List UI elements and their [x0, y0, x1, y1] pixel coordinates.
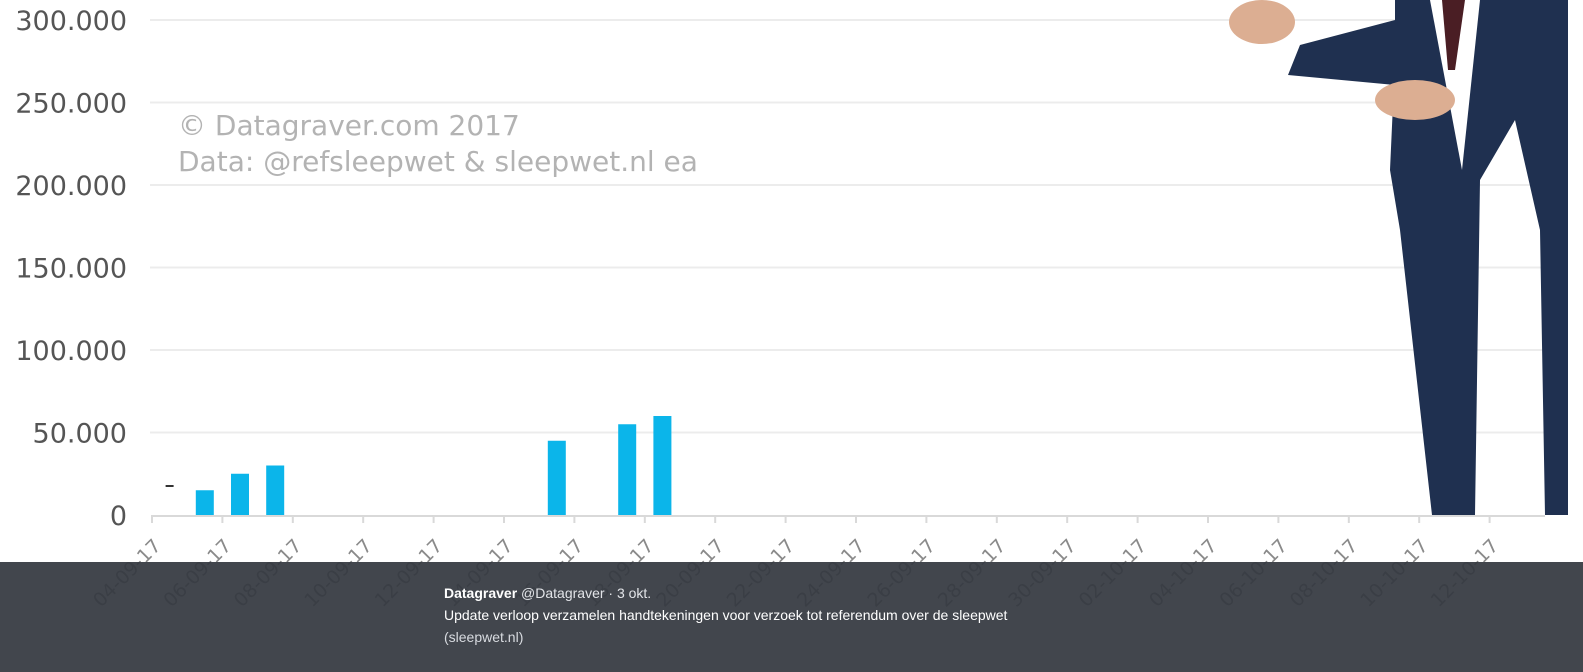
bars — [165, 416, 672, 515]
y-tick-label: 150.000 — [15, 254, 127, 285]
tweet-meta: @Datagraver · 3 okt. — [521, 585, 652, 601]
y-tick-label: 200.000 — [15, 171, 127, 202]
y-tick-label: 300.000 — [15, 6, 127, 37]
bar — [618, 424, 637, 515]
bar — [653, 416, 672, 515]
y-tick-label: 0 — [110, 501, 127, 532]
watermark-source: Data: @refsleepwet & sleepwet.nl ea — [178, 145, 698, 178]
gridlines — [150, 19, 1545, 517]
tweet-link[interactable]: (sleepwet.nl) — [444, 629, 524, 645]
bar — [231, 473, 249, 515]
y-tick-label: 250.000 — [15, 89, 127, 120]
tweet-header: Datagraver @Datagraver · 3 okt. — [444, 582, 1007, 604]
bar — [195, 490, 214, 515]
y-tick-label: 100.000 — [15, 336, 127, 367]
bar — [547, 440, 566, 515]
bar — [266, 465, 285, 515]
tweet-card[interactable]: Datagraver @Datagraver · 3 okt. Update v… — [444, 582, 1007, 648]
presenter-image — [1229, 0, 1568, 515]
y-axis: 0 50.000 100.000 150.000 200.000 250.000 300.0… — [15, 6, 127, 532]
tweet-text: Update verloop verzamelen handtekeningen… — [444, 607, 1008, 623]
tweet-author[interactable]: Datagraver — [444, 585, 518, 601]
watermark-copyright: © Datagraver.com 2017 — [178, 109, 520, 142]
tweet-bar — [0, 562, 1583, 672]
y-tick-label: 50.000 — [33, 419, 127, 450]
